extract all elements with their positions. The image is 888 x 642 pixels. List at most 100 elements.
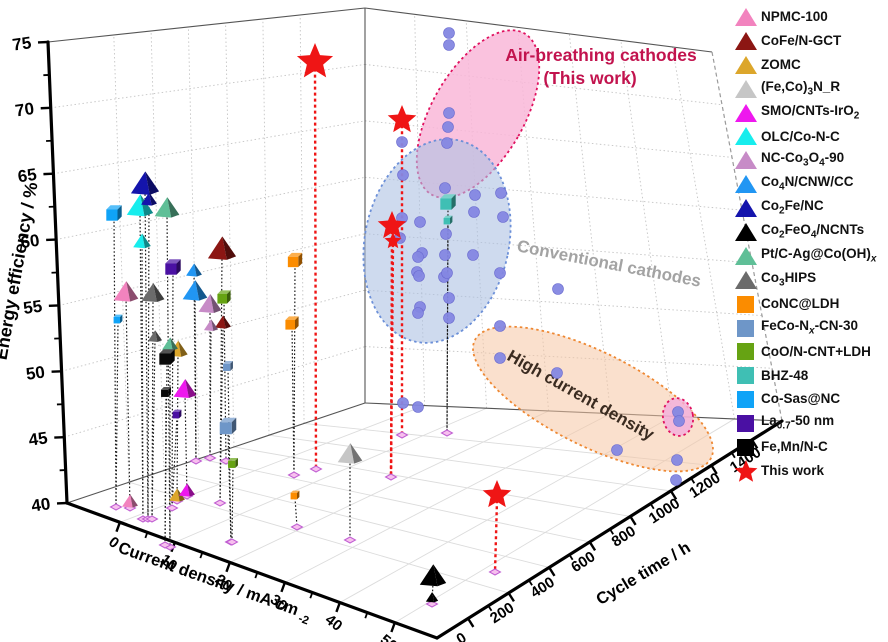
legend-item-7: NC-Co3O4-90 <box>731 148 887 172</box>
marker-olc-co-n-c <box>142 233 151 249</box>
axis-tick <box>710 464 718 475</box>
marker-co-sas-nc <box>120 314 123 324</box>
wall-projection-dot <box>440 228 452 240</box>
z-tick-label: 65 <box>17 165 38 186</box>
legend-item-9: Co2Fe/NC <box>731 196 887 220</box>
legend-item-6: OLC/Co-N-C <box>731 124 887 148</box>
axis-tick <box>335 602 341 613</box>
drop-line <box>113 217 117 508</box>
x-tick-label: 40 <box>322 611 346 635</box>
marker-cofe-n-gct <box>222 236 237 260</box>
marker--fe-co-3n-r <box>337 443 355 464</box>
legend-item-1: NPMC-100 <box>731 5 887 29</box>
legend-triangle-icon <box>731 30 761 52</box>
drop-line <box>171 416 178 509</box>
drop-line <box>171 271 174 509</box>
grid-line-x <box>671 46 735 420</box>
legend-item-19: Fe,Mn/N-C <box>731 435 887 459</box>
marker-la0-7-50-nm <box>172 409 182 412</box>
marker-fe-mn-n-c <box>161 389 169 397</box>
legend-triangle-icon <box>731 245 761 267</box>
wall-projection-dot <box>412 251 424 263</box>
marker-fe-mn-n-c <box>159 349 175 354</box>
legend-item-18: La0.7-50 nm <box>731 411 887 435</box>
marker-smo-cnts-iro2 <box>173 378 189 399</box>
legend-item-4: (Fe,Co)3N_R <box>731 77 887 101</box>
legend-triangle-icon <box>731 269 761 291</box>
floor-projection-marker <box>165 504 179 512</box>
marker--fe-co-3n-r <box>350 443 363 464</box>
marker-olc-co-n-c <box>140 194 154 217</box>
legend-label: ZOMC <box>761 56 801 72</box>
legend-triangle-icon <box>731 6 761 28</box>
marker-conc-ldh <box>285 320 295 330</box>
axis-tick <box>507 592 515 603</box>
wall-projection-dot <box>611 444 623 456</box>
z-tick-label: 60 <box>19 231 40 252</box>
floor-projection-marker <box>189 457 203 465</box>
drop-line <box>176 353 179 502</box>
floor-projection-marker <box>145 515 159 523</box>
box-edge <box>66 402 366 504</box>
axis-tick <box>364 612 369 619</box>
grid-line-y <box>299 14 305 424</box>
wall-projection-dot <box>443 107 455 119</box>
axis-tick <box>280 582 286 593</box>
legend-square-icon <box>731 317 761 339</box>
legend-label: SMO/CNTs-IrO2 <box>761 102 860 122</box>
drop-line <box>294 497 298 528</box>
marker-olc-co-n-c <box>133 233 145 249</box>
wall-projection-dot <box>552 283 564 295</box>
wall-projection-dot <box>396 136 408 148</box>
wall-projection-dot <box>673 415 685 427</box>
marker-conc-ldh <box>298 252 303 268</box>
marker-coo-n-cnt-ldh <box>228 458 238 461</box>
z-tick-label: 45 <box>27 428 48 449</box>
drop-line <box>231 466 234 543</box>
drop-line <box>147 203 150 520</box>
drop-line <box>115 321 119 508</box>
wall-projection-dot <box>414 216 426 228</box>
marker-smo-cnts-iro2 <box>185 378 197 399</box>
axis-tick <box>568 554 574 561</box>
marker-cofe-n-gct <box>207 236 227 260</box>
marker-co2fe-nc <box>145 171 160 195</box>
axis-tick <box>588 541 597 552</box>
marker-fe-mn-n-c <box>170 349 175 365</box>
legend-triangle-icon <box>731 221 761 243</box>
marker-pt-c-ag-co-oh-x <box>154 197 172 218</box>
grid-line-z <box>364 176 743 211</box>
marker-olc-co-n-c <box>126 194 145 217</box>
floor-projection-marker <box>384 473 398 481</box>
marker-zomc <box>178 340 188 357</box>
x-tick-label: 30 <box>267 591 291 615</box>
legend-label: FeCo-Nx-CN-30 <box>761 317 859 337</box>
marker-this-work <box>296 43 334 78</box>
axis-tick <box>629 515 637 526</box>
marker-pt-c-ag-co-oh-x <box>170 337 178 351</box>
axis-tick <box>528 579 533 586</box>
axis-tick <box>609 528 614 535</box>
legend-item-5: SMO/CNTs-IrO2 <box>731 101 887 125</box>
wall-projection-dot <box>442 121 454 133</box>
wall-projection-dot <box>443 292 455 304</box>
axis-tick <box>669 490 678 501</box>
legend-triangle-icon <box>731 78 761 100</box>
marker-coo-n-cnt-ldh <box>235 458 238 468</box>
grid-line-x-floor <box>119 405 425 523</box>
axis-tick <box>254 572 259 579</box>
drop-line <box>313 68 318 470</box>
marker-co2fe-nc <box>141 192 152 206</box>
marker-fe-mn-n-c <box>159 353 171 365</box>
legend-item-17: Co-Sas@NC <box>731 387 887 411</box>
floor-projection-marker <box>309 465 323 473</box>
drop-line <box>141 245 144 520</box>
wall-projection-dot <box>551 367 563 379</box>
drop-line <box>164 395 167 546</box>
marker-la0-7-50-nm <box>165 259 181 264</box>
axis-tick <box>548 566 556 577</box>
legend-label: NC-Co3O4-90 <box>761 150 845 170</box>
marker-conc-ldh <box>290 493 297 500</box>
grid-line-x-floor <box>229 410 549 563</box>
